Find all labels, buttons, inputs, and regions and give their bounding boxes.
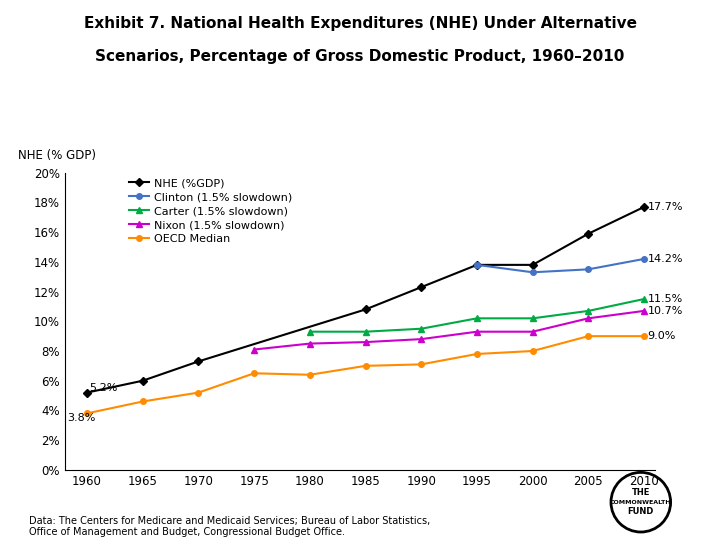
- NHE (%GDP): [194, 358, 203, 365]
- OECD Median: [305, 372, 314, 378]
- OECD Median: [361, 363, 370, 369]
- Nixon (1.5% slowdown): [417, 336, 426, 342]
- Carter (1.5% slowdown): [584, 308, 593, 314]
- Carter (1.5% slowdown): [528, 315, 537, 321]
- OECD Median: [83, 410, 91, 417]
- Nixon (1.5% slowdown): [584, 315, 593, 321]
- Text: 17.7%: 17.7%: [647, 202, 683, 212]
- Clinton (1.5% slowdown): [528, 269, 537, 275]
- Nixon (1.5% slowdown): [305, 340, 314, 347]
- NHE (%GDP): [640, 204, 649, 210]
- Carter (1.5% slowdown): [305, 328, 314, 335]
- Carter (1.5% slowdown): [640, 296, 649, 302]
- Text: FUND: FUND: [628, 507, 654, 516]
- Carter (1.5% slowdown): [361, 328, 370, 335]
- Line: OECD Median: OECD Median: [84, 333, 647, 416]
- OECD Median: [640, 333, 649, 339]
- OECD Median: [528, 348, 537, 354]
- Clinton (1.5% slowdown): [640, 255, 649, 262]
- NHE (%GDP): [417, 284, 426, 291]
- NHE (%GDP): [361, 306, 370, 313]
- Text: THE: THE: [631, 488, 650, 497]
- NHE (%GDP): [138, 377, 147, 384]
- Nixon (1.5% slowdown): [361, 339, 370, 346]
- Text: Data: The Centers for Medicare and Medicaid Services; Bureau of Labor Statistics: Data: The Centers for Medicare and Medic…: [29, 516, 430, 537]
- Line: Nixon (1.5% slowdown): Nixon (1.5% slowdown): [251, 308, 647, 352]
- Text: 9.0%: 9.0%: [647, 331, 676, 341]
- Text: 11.5%: 11.5%: [647, 294, 683, 304]
- NHE (%GDP): [528, 261, 537, 268]
- Text: Scenarios, Percentage of Gross Domestic Product, 1960–2010: Scenarios, Percentage of Gross Domestic …: [95, 49, 625, 64]
- Carter (1.5% slowdown): [472, 315, 481, 321]
- Line: NHE (%GDP): NHE (%GDP): [84, 204, 647, 395]
- Legend: NHE (%GDP), Clinton (1.5% slowdown), Carter (1.5% slowdown), Nixon (1.5% slowdow: NHE (%GDP), Clinton (1.5% slowdown), Car…: [130, 178, 292, 244]
- Text: 5.2%: 5.2%: [89, 383, 117, 393]
- Nixon (1.5% slowdown): [528, 328, 537, 335]
- NHE (%GDP): [584, 231, 593, 237]
- Text: NHE (% GDP): NHE (% GDP): [18, 149, 96, 162]
- Carter (1.5% slowdown): [417, 326, 426, 332]
- OECD Median: [194, 389, 203, 396]
- Nixon (1.5% slowdown): [472, 328, 481, 335]
- Clinton (1.5% slowdown): [472, 261, 481, 268]
- OECD Median: [584, 333, 593, 339]
- NHE (%GDP): [83, 389, 91, 396]
- Text: 3.8%: 3.8%: [67, 413, 96, 423]
- OECD Median: [138, 398, 147, 405]
- Line: Clinton (1.5% slowdown): Clinton (1.5% slowdown): [474, 256, 647, 275]
- Clinton (1.5% slowdown): [584, 266, 593, 273]
- Text: 14.2%: 14.2%: [647, 254, 683, 264]
- Text: 10.7%: 10.7%: [647, 306, 683, 316]
- Text: COMMONWEALTH: COMMONWEALTH: [610, 500, 672, 505]
- OECD Median: [472, 351, 481, 357]
- Nixon (1.5% slowdown): [640, 308, 649, 314]
- Text: Exhibit 7. National Health Expenditures (NHE) Under Alternative: Exhibit 7. National Health Expenditures …: [84, 16, 636, 31]
- OECD Median: [250, 370, 258, 376]
- Nixon (1.5% slowdown): [250, 346, 258, 353]
- OECD Median: [417, 361, 426, 368]
- Line: Carter (1.5% slowdown): Carter (1.5% slowdown): [307, 296, 647, 334]
- NHE (%GDP): [472, 261, 481, 268]
